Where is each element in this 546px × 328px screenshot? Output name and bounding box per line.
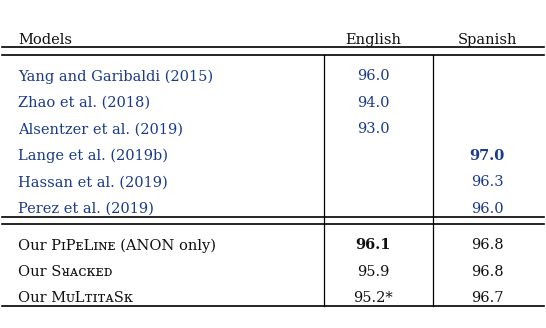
Text: 94.0: 94.0: [357, 96, 389, 110]
Text: 97.0: 97.0: [470, 149, 505, 163]
Text: Yang and Garibaldi (2015): Yang and Garibaldi (2015): [19, 69, 213, 84]
Text: Models: Models: [19, 33, 72, 47]
Text: English: English: [345, 33, 401, 47]
Text: Alsentzer et al. (2019): Alsentzer et al. (2019): [19, 122, 183, 136]
Text: 96.7: 96.7: [471, 291, 503, 305]
Text: Our MᴜLᴛɪᴛᴀSᴋ: Our MᴜLᴛɪᴛᴀSᴋ: [19, 291, 133, 305]
Text: 95.9: 95.9: [357, 265, 389, 279]
Text: Lange et al. (2019b): Lange et al. (2019b): [19, 149, 168, 163]
Text: 96.3: 96.3: [471, 175, 503, 189]
Text: 95.2*: 95.2*: [353, 291, 393, 305]
Text: Spanish: Spanish: [457, 33, 517, 47]
Text: Perez et al. (2019): Perez et al. (2019): [19, 202, 154, 216]
Text: Zhao et al. (2018): Zhao et al. (2018): [19, 96, 151, 110]
Text: 96.0: 96.0: [471, 202, 503, 216]
Text: 96.0: 96.0: [357, 69, 389, 83]
Text: 93.0: 93.0: [357, 122, 389, 136]
Text: Our PɪPᴇLɪɴᴇ (ANON only): Our PɪPᴇLɪɴᴇ (ANON only): [19, 238, 216, 253]
Text: 96.8: 96.8: [471, 265, 503, 279]
Text: 96.1: 96.1: [355, 238, 391, 252]
Text: 96.8: 96.8: [471, 238, 503, 252]
Text: Our Sᴚᴀᴄᴋᴇᴅ: Our Sᴚᴀᴄᴋᴇᴅ: [19, 265, 112, 279]
Text: Hassan et al. (2019): Hassan et al. (2019): [19, 175, 168, 189]
